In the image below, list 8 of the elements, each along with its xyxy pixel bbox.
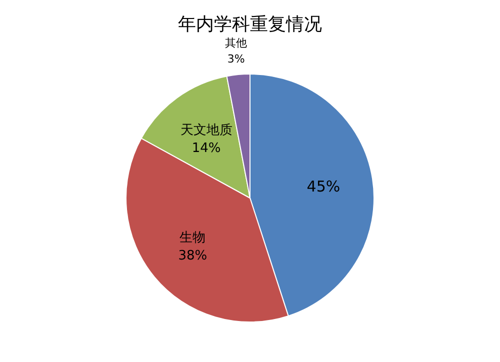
data-label: 3% xyxy=(227,52,245,66)
slice-label: 其他 xyxy=(225,36,248,50)
slice-label: 生物 xyxy=(180,230,206,246)
chart-title: 年内学科重复情况 xyxy=(178,14,322,35)
data-label: 45% xyxy=(306,177,340,196)
data-label: 38% xyxy=(178,248,208,264)
slice-label: 天文地质 xyxy=(180,122,232,138)
data-label: 14% xyxy=(192,140,221,156)
